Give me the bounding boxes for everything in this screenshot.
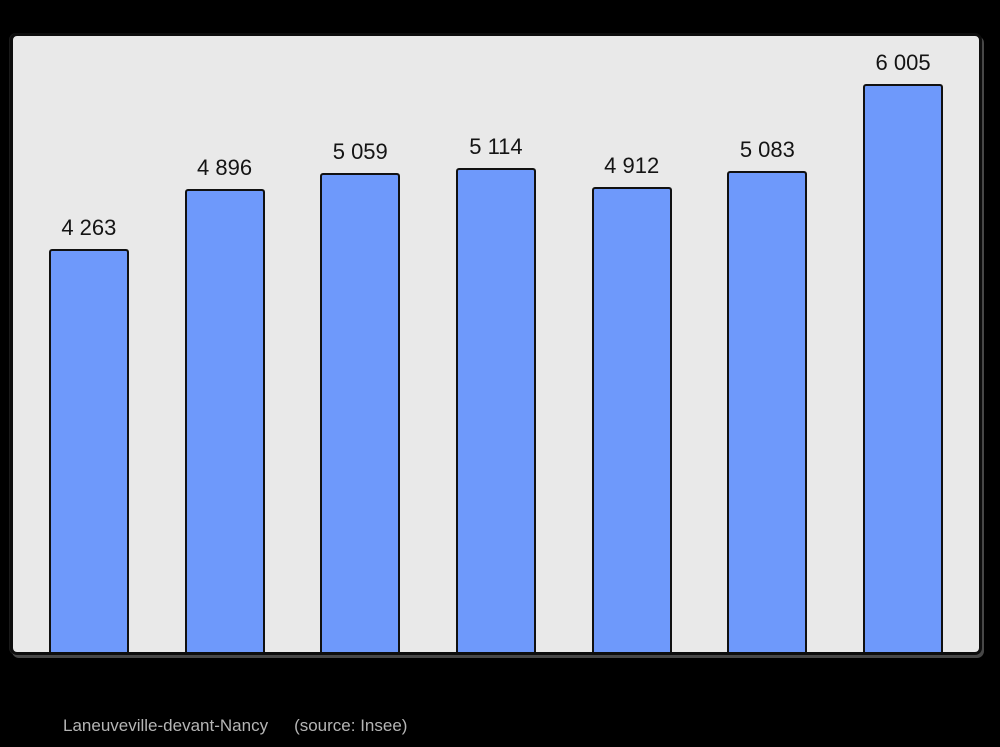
- bar-value-label: 5 114: [469, 133, 523, 159]
- bars-container: 4 263 4 896 5 059 5 114 4 912 5 083 6 005: [13, 36, 979, 652]
- bar-value-label: 5 059: [332, 138, 388, 164]
- bar-value-label: 4 263: [61, 214, 117, 240]
- chart-caption: Laneuveville-devant-Nancy (source: Insee): [63, 716, 407, 736]
- bar-column: 5 083: [727, 136, 808, 652]
- bar: [727, 171, 808, 652]
- bar: [184, 189, 265, 652]
- bar-column: 4 912: [591, 152, 672, 652]
- bar-value-label: 5 083: [739, 136, 795, 162]
- bar: [863, 84, 944, 652]
- bar: [455, 168, 536, 652]
- plot-area: 4 263 4 896 5 059 5 114 4 912 5 083 6 005: [10, 33, 982, 655]
- bar-column: 4 896: [184, 154, 265, 652]
- bar-column: 5 059: [320, 138, 401, 652]
- bar: [591, 187, 672, 652]
- bar-column: 4 263: [48, 214, 129, 652]
- bar-value-label: 6 005: [875, 49, 931, 75]
- bar: [320, 173, 401, 652]
- caption-source: (source: Insee): [294, 716, 408, 735]
- bar-column: 5 114: [455, 133, 536, 652]
- bar-column: 6 005: [863, 49, 944, 652]
- bar-value-label: 4 896: [197, 154, 253, 180]
- caption-title: Laneuveville-devant-Nancy: [63, 716, 269, 735]
- bar-value-label: 4 912: [604, 152, 660, 178]
- bar: [48, 249, 129, 652]
